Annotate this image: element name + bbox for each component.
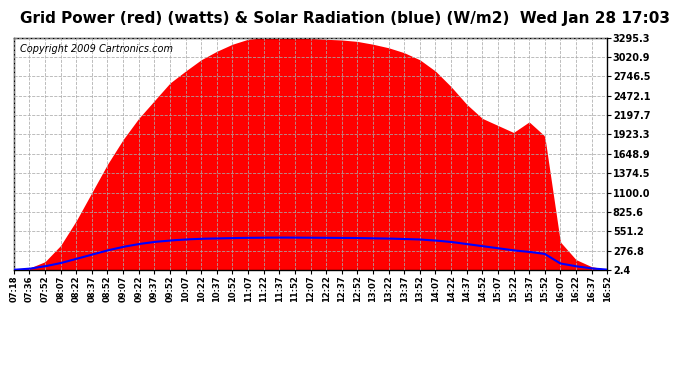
Text: Copyright 2009 Cartronics.com: Copyright 2009 Cartronics.com [20, 45, 172, 54]
Text: Grid Power (red) (watts) & Solar Radiation (blue) (W/m2)  Wed Jan 28 17:03: Grid Power (red) (watts) & Solar Radiati… [20, 11, 670, 26]
